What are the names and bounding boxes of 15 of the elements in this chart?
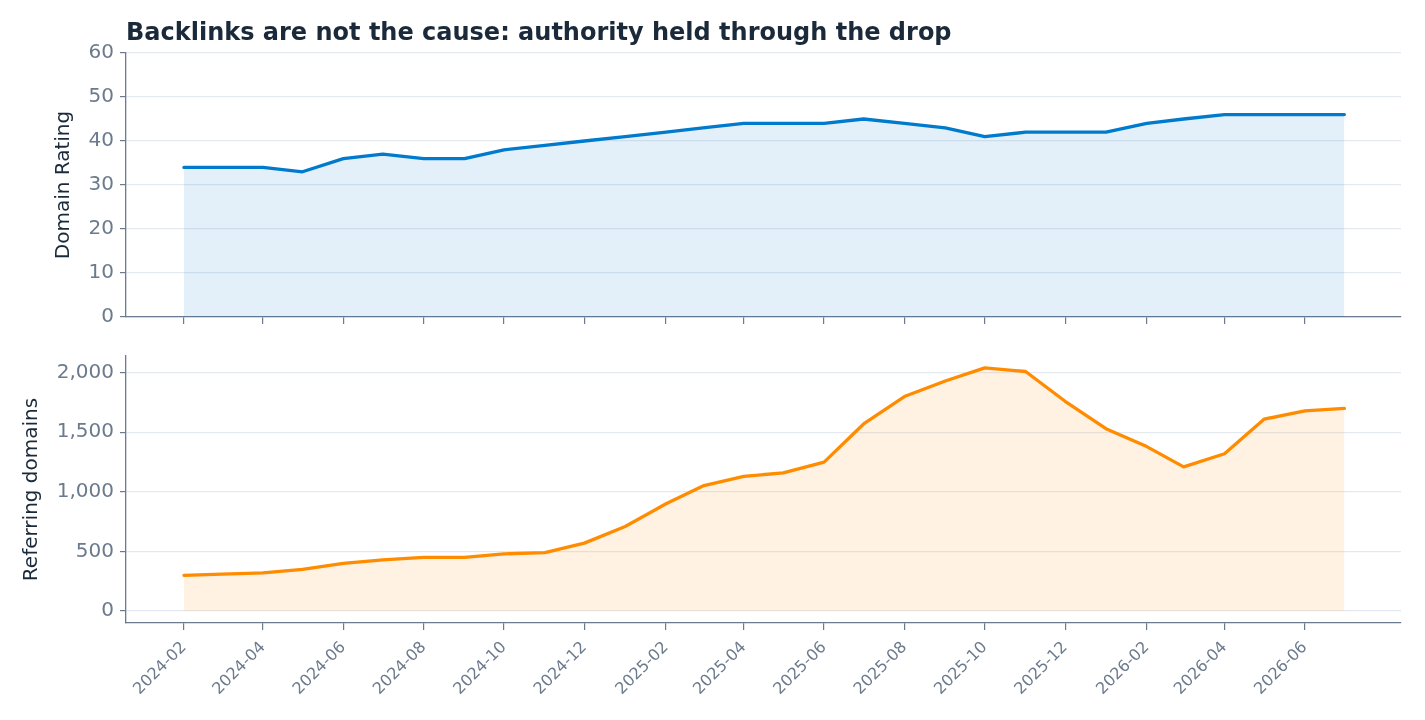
y-tick-label: 30 <box>88 171 114 196</box>
chart-title: Backlinks are not the cause: authority held through the drop <box>126 17 952 47</box>
y-tick-label: 500 <box>75 537 114 562</box>
y-tick-label: 0 <box>101 303 114 328</box>
y-tick-label: 10 <box>88 259 114 284</box>
y-tick-label: 0 <box>101 597 114 622</box>
y-tick-label: 40 <box>88 127 114 152</box>
y-tick-label: 2,000 <box>56 358 114 383</box>
y-tick-label: 20 <box>88 215 114 240</box>
y-tick-label: 50 <box>88 83 114 108</box>
y-axis-title: Domain Rating <box>50 110 75 260</box>
y-tick-label: 60 <box>88 39 114 64</box>
y-tick-label: 1,500 <box>56 418 114 443</box>
y-tick-label: 1,000 <box>56 478 114 503</box>
y-axis-title: Referring domains <box>18 397 43 582</box>
